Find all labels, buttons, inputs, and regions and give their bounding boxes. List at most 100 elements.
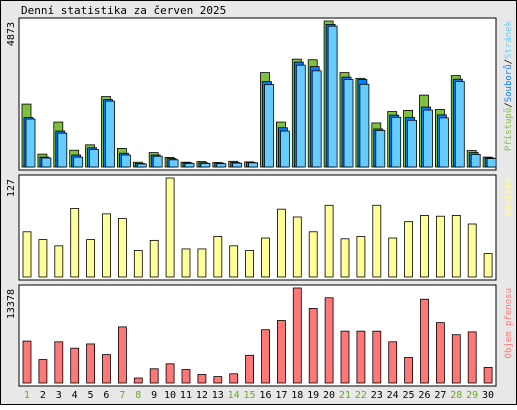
bar-kbytes-0-day-4 xyxy=(70,347,80,384)
bar-kbytes-0-day-1 xyxy=(22,340,32,384)
bar-kbytes-0-day-11 xyxy=(181,369,191,384)
day-label: 27 xyxy=(434,390,446,401)
bar-top-2-day-5 xyxy=(89,149,99,168)
bar-top-2-day-12 xyxy=(200,163,211,168)
bar-kbytes-0-day-23 xyxy=(372,330,382,384)
panel-frame xyxy=(18,174,497,281)
day-label: 18 xyxy=(291,390,303,401)
bar-visits-0-day-9 xyxy=(149,239,159,278)
y-tick-label: 127 xyxy=(6,179,17,197)
bar-top-2-day-17 xyxy=(279,130,290,168)
bar-top-2-day-18 xyxy=(295,64,306,168)
day-label: 19 xyxy=(307,390,319,401)
bar-kbytes-0-day-14 xyxy=(229,373,239,384)
bar-top-2-day-30 xyxy=(486,158,497,168)
bar-top-2-day-1 xyxy=(25,118,36,168)
bar-visits-0-day-20 xyxy=(324,204,334,278)
bar-kbytes-0-day-24 xyxy=(388,341,398,384)
day-label: 3 xyxy=(56,390,62,401)
bar-top-2-day-11 xyxy=(184,163,195,168)
panel-kbytes: 13378 Objem přenosu xyxy=(6,284,514,387)
bar-top-2-day-19 xyxy=(311,70,322,168)
day-label: 26 xyxy=(418,390,430,401)
y-tick-label: 13378 xyxy=(6,289,17,319)
bar-visits-0-day-16 xyxy=(261,237,270,278)
bar-kbytes-0-day-26 xyxy=(420,298,429,384)
bar-kbytes-0-day-7 xyxy=(118,326,127,384)
bar-visits-0-day-13 xyxy=(213,236,223,278)
bar-top-2-day-3 xyxy=(57,132,68,168)
day-axis-labels: 1 2 3 4 5 6 7 8 9 10 11 12 13 14 15 16 17 18 19 20 21 22 23 24 2… xyxy=(24,390,494,401)
bar-kbytes-0-day-16 xyxy=(261,329,270,384)
bar-visits-0-day-30 xyxy=(483,253,493,278)
day-label: 16 xyxy=(259,390,271,401)
legend-entry: Souborů xyxy=(503,64,514,102)
bar-top-2-day-15 xyxy=(248,162,259,168)
bar-top-2-day-2 xyxy=(41,157,52,168)
bar-visits-0-day-14 xyxy=(229,245,239,278)
bar-top-2-day-23 xyxy=(375,130,386,168)
bar-kbytes-0-day-15 xyxy=(245,354,255,384)
bar-top-2-day-7 xyxy=(121,154,131,168)
bar-visits-0-day-2 xyxy=(38,239,48,278)
bar-visits-0-day-19 xyxy=(308,231,318,278)
bar-kbytes-0-day-28 xyxy=(451,334,461,384)
day-label: 20 xyxy=(323,390,335,401)
bar-visits-0-day-28 xyxy=(451,215,461,278)
day-label: 2 xyxy=(40,390,46,401)
bar-visits-0-day-12 xyxy=(197,248,207,278)
bar-top-2-day-10 xyxy=(168,159,179,168)
bar-visits-0-day-15 xyxy=(245,250,255,278)
day-label: 8 xyxy=(135,390,141,401)
day-label: 29 xyxy=(466,390,478,401)
bar-top-2-day-27 xyxy=(438,117,449,168)
panel-visits: 127 Návštěv xyxy=(6,174,514,281)
bar-top-2-day-28 xyxy=(454,81,465,168)
bar-visits-0-day-29 xyxy=(467,223,477,278)
day-label: 13 xyxy=(212,390,224,401)
legend-kbytes: Objem přenosu xyxy=(504,288,514,358)
day-label: 22 xyxy=(355,390,367,401)
bar-kbytes-0-day-21 xyxy=(340,330,350,384)
day-label: 28 xyxy=(450,390,462,401)
bar-top-2-day-22 xyxy=(359,83,370,168)
bar-top-2-day-8 xyxy=(136,163,147,168)
day-label: 23 xyxy=(371,390,383,401)
chart-title: Denní statistika za červen 2025 xyxy=(21,4,226,17)
legend-entry: Stránek xyxy=(504,20,514,59)
y-tick-label: 4873 xyxy=(6,22,17,46)
bar-kbytes-0-day-17 xyxy=(276,320,286,384)
bar-top-2-day-25 xyxy=(407,119,418,168)
bar-kbytes-0-day-9 xyxy=(149,368,159,384)
bar-visits-0-day-5 xyxy=(86,239,95,278)
bar-kbytes-0-day-13 xyxy=(213,376,223,384)
legend-entry: Návštěv xyxy=(503,178,514,216)
bar-kbytes-0-day-5 xyxy=(86,343,95,384)
day-label: 7 xyxy=(119,390,125,401)
bar-visits-0-day-8 xyxy=(133,250,143,278)
legend-entry: / xyxy=(504,59,514,64)
bar-visits-0-day-1 xyxy=(22,231,32,278)
bar-visits-0-day-23 xyxy=(372,204,382,278)
bar-visits-0-day-11 xyxy=(181,248,191,278)
bar-top-2-day-26 xyxy=(423,109,433,168)
bar-visits-0-day-4 xyxy=(70,208,80,278)
bar-top-2-day-4 xyxy=(73,156,84,168)
bar-kbytes-0-day-10 xyxy=(165,363,175,384)
bar-visits-0-day-7 xyxy=(118,218,127,278)
panel-frame xyxy=(18,284,497,387)
day-label: 25 xyxy=(403,390,415,401)
day-label: 9 xyxy=(151,390,157,401)
bar-top-2-day-6 xyxy=(105,100,115,168)
bar-visits-0-day-25 xyxy=(404,221,414,278)
bar-kbytes-0-day-27 xyxy=(435,322,445,384)
bar-visits-0-day-24 xyxy=(388,237,398,278)
legend-entry: Přístupů xyxy=(503,108,514,151)
day-label: 24 xyxy=(387,390,399,401)
bar-kbytes-0-day-30 xyxy=(483,366,493,384)
bar-visits-0-day-6 xyxy=(102,213,111,278)
bar-visits-0-day-17 xyxy=(276,208,286,278)
